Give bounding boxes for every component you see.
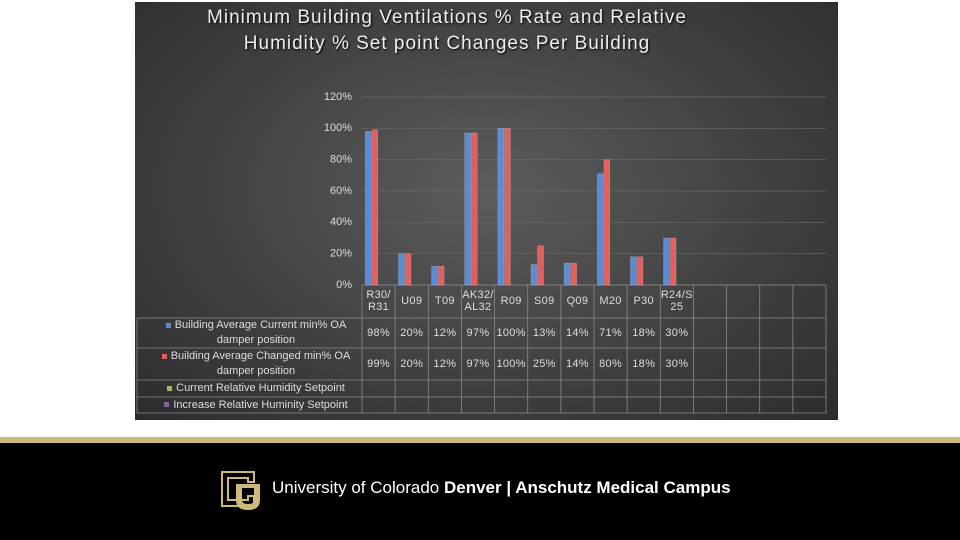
x-tick-label: U09	[401, 295, 423, 307]
footer	[0, 443, 960, 540]
bar	[636, 256, 644, 286]
chart-title: Minimum Building Ventilations % Rate and…	[207, 7, 687, 54]
data-label: 14%	[565, 327, 589, 339]
bar	[431, 265, 438, 286]
x-tick-label: R09	[500, 295, 522, 307]
legend-text: Building Average Changed min% OA damper …	[150, 349, 362, 379]
legend-label: Building Average Changed min% OA damper …	[170, 350, 351, 377]
bar	[371, 129, 379, 286]
bar	[630, 256, 637, 286]
legend-entry: Building Average Changed min% OA damper …	[150, 348, 362, 380]
legend-swatch	[165, 322, 171, 328]
bar	[497, 128, 504, 286]
bar	[663, 237, 670, 286]
data-label: 97%	[466, 327, 490, 339]
bar	[404, 253, 412, 286]
data-label: 20%	[400, 358, 424, 370]
bar	[504, 128, 511, 286]
bar	[563, 262, 571, 286]
bar	[398, 253, 405, 286]
bar	[597, 173, 604, 286]
legend-entry: Increase Relative Huminity Setpoint	[150, 397, 362, 413]
x-tick-label: M20	[599, 295, 622, 307]
data-label: 18%	[632, 358, 656, 370]
bar	[471, 132, 478, 286]
bar	[464, 132, 471, 286]
data-label: 13%	[532, 327, 556, 339]
y-tick-label: 40%	[330, 216, 352, 228]
x-tick-label: R24/S 25	[660, 289, 693, 313]
chart-area	[135, 2, 838, 420]
data-label: 100%	[496, 358, 526, 370]
data-label: 12%	[433, 327, 457, 339]
x-tick-label: T09	[434, 295, 455, 307]
x-tick-label: S09	[534, 295, 555, 307]
y-tick-label: 120%	[324, 91, 352, 103]
legend-label: Building Average Current min% OA damper …	[174, 319, 347, 346]
y-tick-label: 100%	[324, 122, 352, 134]
bar	[437, 265, 445, 286]
campus: Denver | Anschutz Medical Campus	[443, 478, 731, 497]
y-tick-label: 60%	[330, 185, 352, 197]
data-label: 99%	[367, 358, 391, 370]
bar	[537, 245, 544, 286]
legend-text: Building Average Current min% OA damper …	[150, 318, 362, 348]
bar	[570, 262, 577, 286]
university: University of Colorado	[272, 478, 440, 497]
data-label: 14%	[565, 358, 589, 370]
x-tick-label: R30/ R31	[366, 289, 391, 313]
y-tick-label: 80%	[330, 154, 352, 166]
data-label: 18%	[632, 327, 656, 339]
x-tick-label: AK32/ AL32	[462, 289, 494, 313]
y-tick-label: 20%	[330, 248, 352, 260]
data-label: 20%	[400, 327, 424, 339]
legend-entry: Current Relative Humidity Setpoint	[150, 380, 362, 397]
data-label: 71%	[599, 327, 623, 339]
legend-swatch	[164, 402, 170, 408]
legend-swatch	[167, 385, 173, 391]
data-label: 97%	[466, 358, 490, 370]
bar	[530, 264, 538, 286]
x-tick-label: P30	[633, 295, 654, 307]
legend-label: Increase Relative Huminity Setpoint	[173, 398, 348, 411]
y-tick-label: 0%	[336, 279, 352, 291]
data-label: 25%	[532, 358, 556, 370]
bar	[603, 159, 611, 286]
data-label: 98%	[367, 327, 391, 339]
data-label: 30%	[665, 358, 689, 370]
data-label: 80%	[599, 358, 623, 370]
bar	[365, 131, 372, 286]
data-label: 100%	[496, 327, 526, 339]
gold-band	[0, 437, 960, 443]
data-label: 30%	[665, 327, 689, 339]
legend-text: Current Relative Humidity Setpoint	[167, 381, 345, 396]
legend-entry: Building Average Current min% OA damper …	[150, 318, 362, 348]
bar	[669, 237, 677, 286]
data-label: 12%	[433, 358, 457, 370]
legend-label: Current Relative Humidity Setpoint	[176, 382, 345, 394]
footer-text: University of Colorado Denver | Anschutz…	[272, 478, 731, 498]
x-tick-label: Q09	[566, 295, 589, 307]
legend-text: Increase Relative Huminity Setpoint	[164, 398, 348, 413]
legend-swatch	[161, 353, 167, 359]
